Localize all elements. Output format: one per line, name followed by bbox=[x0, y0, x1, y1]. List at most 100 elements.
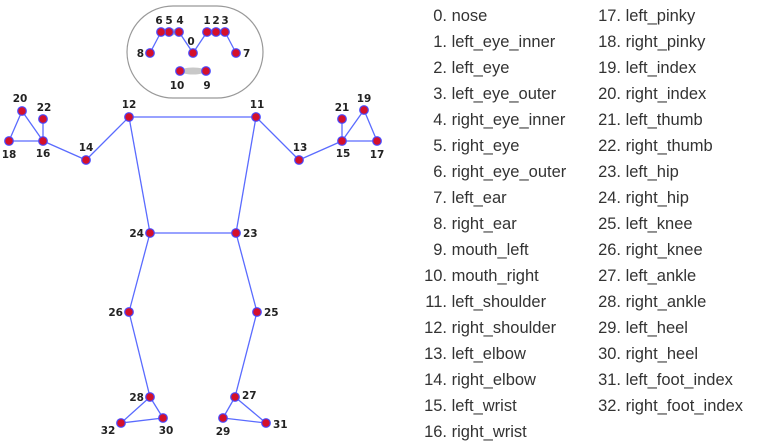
joint-label-right_wrist: 16 bbox=[36, 148, 51, 160]
joint-right_elbow bbox=[81, 155, 91, 165]
landmark-name: right_ankle bbox=[621, 293, 707, 311]
landmark-list-item: 29. left_heel bbox=[594, 315, 743, 341]
joint-right_hip bbox=[145, 228, 155, 238]
edge-23-25 bbox=[235, 232, 258, 313]
joint-left_pinky bbox=[372, 136, 382, 146]
landmark-name: right_knee bbox=[621, 241, 703, 259]
joint-right_ear bbox=[145, 48, 155, 58]
joint-label-left_pinky: 17 bbox=[370, 149, 385, 161]
landmark-list-column-2: 17. left_pinky 18. right_pinky 19. left_in… bbox=[594, 3, 743, 419]
landmark-list-item: 22. right_thumb bbox=[594, 133, 743, 159]
landmark-name: left_hip bbox=[621, 163, 679, 181]
landmark-name: left_knee bbox=[621, 215, 693, 233]
joint-label-right_eye_inner: 4 bbox=[176, 15, 183, 27]
edge-18-20 bbox=[8, 110, 23, 142]
landmark-list-item: 25. left_knee bbox=[594, 211, 743, 237]
joint-label-left_eye_inner: 1 bbox=[203, 15, 210, 27]
landmark-name: left_wrist bbox=[447, 397, 517, 415]
landmark-index: 0. bbox=[433, 7, 447, 25]
joint-label-right_ear: 8 bbox=[137, 48, 144, 60]
landmark-index: 26. bbox=[598, 241, 621, 259]
joint-left_knee bbox=[252, 307, 262, 317]
joint-label-right_ankle: 28 bbox=[129, 392, 144, 404]
edge-12-24 bbox=[128, 116, 151, 234]
landmark-list-item: 26. right_knee bbox=[594, 237, 743, 263]
edge-16-20 bbox=[21, 110, 44, 142]
landmark-index: 18. bbox=[598, 33, 621, 51]
landmark-name: mouth_left bbox=[447, 241, 529, 259]
landmark-name: left_heel bbox=[621, 319, 688, 337]
joint-right_knee bbox=[124, 307, 134, 317]
landmark-name: left_index bbox=[621, 59, 697, 77]
edge-30-32 bbox=[120, 417, 164, 424]
edge-11-13 bbox=[255, 116, 300, 161]
joint-left_wrist bbox=[337, 136, 347, 146]
joint-left_elbow bbox=[294, 155, 304, 165]
landmark-name: nose bbox=[447, 7, 488, 25]
landmark-name: mouth_right bbox=[447, 267, 539, 285]
landmark-name: right_thumb bbox=[621, 137, 713, 155]
landmark-name: left_shoulder bbox=[447, 293, 547, 311]
edge-13-15 bbox=[298, 140, 343, 161]
landmark-name: right_foot_index bbox=[621, 397, 744, 415]
landmark-index: 19. bbox=[598, 59, 621, 77]
landmark-name: left_eye_outer bbox=[447, 85, 557, 103]
landmark-list-item: 3. left_eye_outer bbox=[410, 81, 566, 107]
landmark-index: 12. bbox=[424, 319, 447, 337]
landmark-name: right_ear bbox=[447, 215, 517, 233]
landmark-index: 31. bbox=[598, 371, 621, 389]
landmark-list-item: 18. right_pinky bbox=[594, 29, 743, 55]
joint-right_eye_inner bbox=[174, 27, 184, 37]
mouth-bar bbox=[180, 67, 206, 75]
landmark-index: 30. bbox=[598, 345, 621, 363]
landmark-index: 1. bbox=[433, 33, 447, 51]
joint-right_index bbox=[17, 106, 27, 116]
landmark-list-item: 10. mouth_right bbox=[410, 263, 566, 289]
joint-mouth_left bbox=[201, 66, 211, 76]
joint-label-right_heel: 30 bbox=[159, 425, 174, 437]
landmark-name: left_ear bbox=[447, 189, 507, 207]
joint-left_eye_outer bbox=[220, 27, 230, 37]
joint-label-left_shoulder: 11 bbox=[250, 99, 265, 111]
landmark-index: 23. bbox=[598, 163, 621, 181]
joint-left_eye_inner bbox=[202, 27, 212, 37]
joint-label-mouth_left: 9 bbox=[203, 80, 210, 92]
landmark-index: 7. bbox=[433, 189, 447, 207]
joint-right_pinky bbox=[4, 136, 14, 146]
landmark-name: right_wrist bbox=[447, 423, 527, 441]
joint-left_eye bbox=[211, 27, 221, 37]
joint-right_heel bbox=[158, 413, 168, 423]
landmark-name: left_ankle bbox=[621, 267, 697, 285]
landmark-index: 15. bbox=[424, 397, 447, 415]
joint-right_eye_outer bbox=[156, 27, 166, 37]
joint-left_ankle bbox=[230, 392, 240, 402]
joint-label-left_wrist: 15 bbox=[336, 148, 351, 160]
joint-label-left_eye: 2 bbox=[212, 15, 219, 27]
landmark-list-item: 20. right_index bbox=[594, 81, 743, 107]
joint-label-right_foot_index: 32 bbox=[101, 425, 116, 437]
face-outline bbox=[126, 5, 264, 99]
landmark-list-item: 9. mouth_left bbox=[410, 237, 566, 263]
joint-label-left_index: 19 bbox=[357, 93, 372, 105]
joint-label-left_eye_outer: 3 bbox=[221, 15, 228, 27]
landmark-name: left_foot_index bbox=[621, 371, 733, 389]
landmark-list-item: 28. right_ankle bbox=[594, 289, 743, 315]
joint-label-nose: 0 bbox=[187, 36, 194, 48]
landmark-list-item: 5. right_eye bbox=[410, 133, 566, 159]
landmark-name: left_eye bbox=[447, 59, 510, 77]
landmark-list-item: 0. nose bbox=[410, 3, 566, 29]
landmark-list-item: 17. left_pinky bbox=[594, 3, 743, 29]
landmark-index: 28. bbox=[598, 293, 621, 311]
landmark-list-item: 14. right_elbow bbox=[410, 367, 566, 393]
landmark-index: 14. bbox=[424, 371, 447, 389]
landmark-list-item: 11. left_shoulder bbox=[410, 289, 566, 315]
joint-left_thumb bbox=[337, 114, 347, 124]
joint-right_shoulder bbox=[124, 112, 134, 122]
landmark-list-item: 15. left_wrist bbox=[410, 393, 566, 419]
landmark-list-item: 31. left_foot_index bbox=[594, 367, 743, 393]
joint-label-left_hip: 23 bbox=[243, 228, 258, 240]
edge-24-26 bbox=[128, 232, 151, 313]
landmark-index: 27. bbox=[598, 267, 621, 285]
joint-label-left_elbow: 13 bbox=[293, 142, 308, 154]
